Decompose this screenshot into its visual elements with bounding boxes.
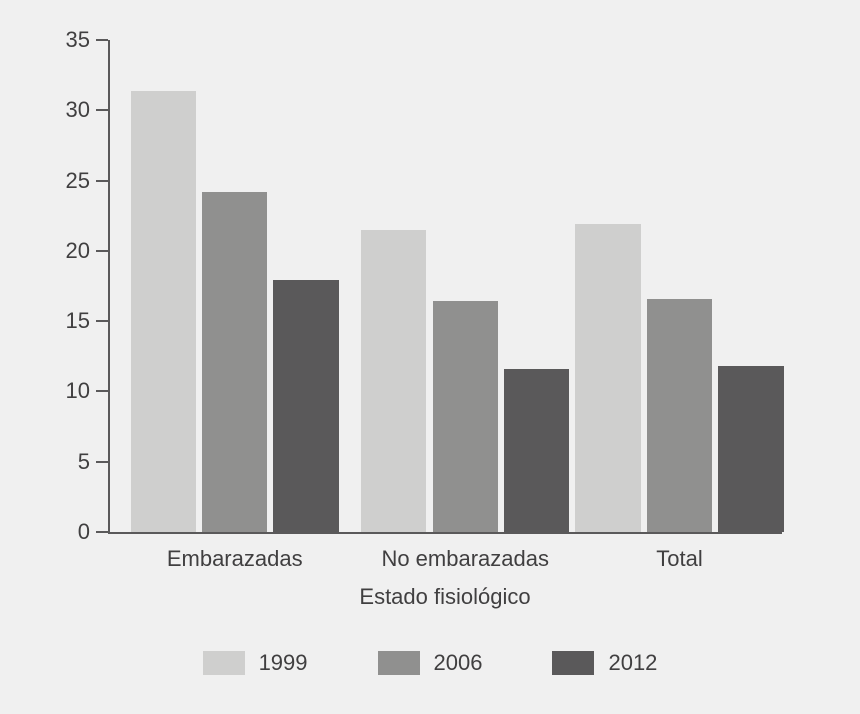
y-tick-label: 10 [66, 378, 90, 404]
bar [202, 192, 267, 532]
y-tick [96, 461, 108, 463]
y-tick-label: 30 [66, 97, 90, 123]
bar [273, 280, 338, 532]
x-tick-label: Total [656, 546, 702, 572]
bar [575, 224, 640, 532]
y-tick [96, 320, 108, 322]
y-axis-line [108, 40, 110, 532]
y-tick [96, 109, 108, 111]
bar [131, 91, 196, 532]
y-tick [96, 180, 108, 182]
y-tick-label: 5 [78, 449, 90, 475]
bar [504, 369, 569, 532]
x-tick-label: No embarazadas [381, 546, 549, 572]
bar [647, 299, 712, 532]
legend-swatch [203, 651, 245, 675]
legend: 1999 2006 2012 [0, 650, 860, 676]
y-tick [96, 250, 108, 252]
bar [433, 301, 498, 532]
chart-container: Estado fisiológico 0 5 10 15 20 25 30 35 Embaraz… [0, 0, 860, 714]
legend-label: 1999 [259, 650, 308, 676]
x-tick-label: Embarazadas [167, 546, 303, 572]
y-tick-label: 25 [66, 168, 90, 194]
x-axis-title: Estado fisiológico [359, 584, 530, 610]
legend-item: 2006 [378, 650, 483, 676]
y-tick [96, 390, 108, 392]
y-tick [96, 531, 108, 533]
bar [718, 366, 783, 532]
legend-label: 2012 [608, 650, 657, 676]
y-tick-label: 35 [66, 27, 90, 53]
legend-item: 1999 [203, 650, 308, 676]
bar [361, 230, 426, 532]
y-tick [96, 39, 108, 41]
legend-item: 2012 [552, 650, 657, 676]
y-tick-label: 20 [66, 238, 90, 264]
legend-swatch [378, 651, 420, 675]
y-tick-label: 0 [78, 519, 90, 545]
plot-area: Estado fisiológico 05101520253035Embaraz… [108, 40, 782, 534]
y-tick-label: 15 [66, 308, 90, 334]
legend-label: 2006 [434, 650, 483, 676]
legend-swatch [552, 651, 594, 675]
